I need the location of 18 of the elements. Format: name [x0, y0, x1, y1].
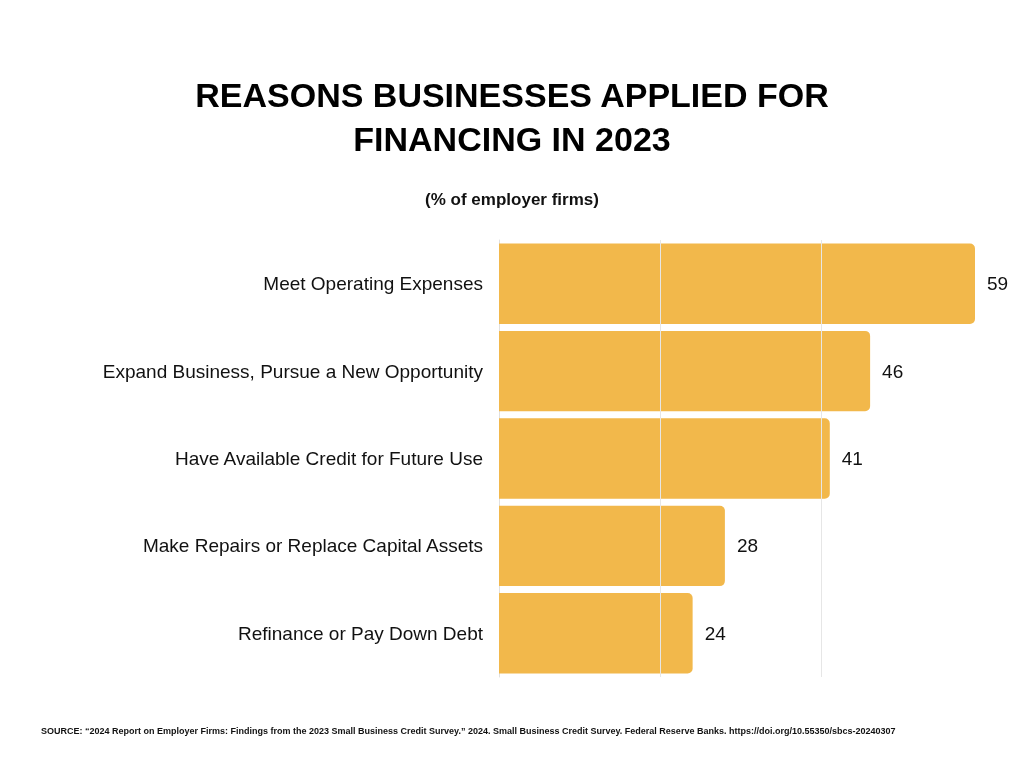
data-label: 41: [841, 448, 863, 469]
bar: [499, 505, 725, 587]
bar: [499, 330, 871, 412]
chart-title: REASONS BUSINESSES APPLIED FOR FINANCING IN 2023: [195, 76, 829, 158]
y-tick-label: Have Available Credit for Future Use: [174, 448, 483, 469]
data-label: 24: [704, 622, 727, 644]
chart-subtitle: (% of employer firms): [425, 190, 599, 209]
bar: [499, 593, 693, 674]
source-note: SOURCE: “2024 Report on Employer Firms: Findings from the 2023 Small Business Credit Survey.” 2024. Small Business Credit Survey. Federal Reserve Banks. https://doi.org/10.55350/sbcs-20240307: [41, 725, 896, 736]
y-tick-label: Refinance or Pay Down Debt: [237, 622, 484, 644]
y-tick-label: Make Repairs or Replace Capital Assets: [142, 535, 483, 557]
data-label: 59: [987, 273, 1009, 295]
bar: [499, 243, 975, 324]
data-label: 46: [882, 360, 904, 382]
y-tick-label: Meet Operating Expenses: [263, 273, 483, 295]
data-label: 28: [736, 535, 759, 557]
bar: [499, 418, 830, 499]
y-tick-label: Expand Business, Pursue a New Opportunity: [102, 360, 484, 382]
